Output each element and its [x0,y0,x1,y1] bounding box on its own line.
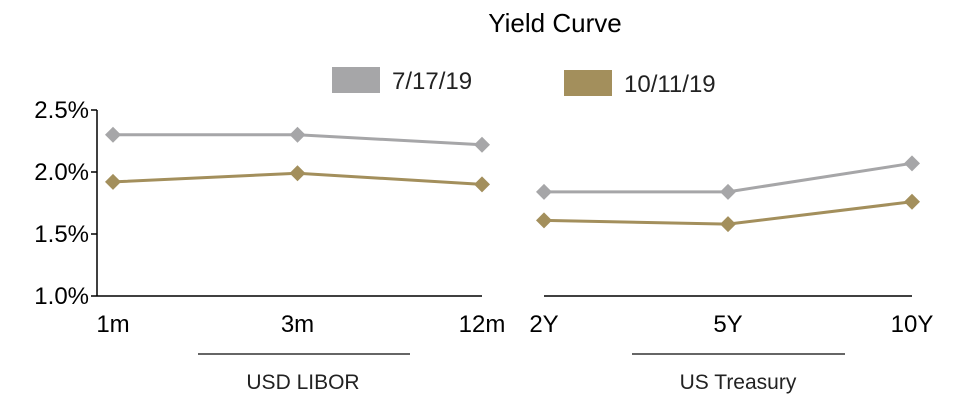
y-tick-label: 2.5% [34,97,89,124]
legend-swatch [332,67,380,93]
data-point-marker [289,165,306,182]
legend-entry: 10/11/19 [564,70,716,98]
y-tick-label: 1.0% [34,283,89,310]
x-tick-label: 2Y [529,311,558,338]
legend-label: 10/11/19 [624,71,716,98]
panels: 1m 3m 12m USD LIBOR 2Y 5Y 10Y US Treasury [96,126,933,394]
data-point-marker [904,193,920,210]
data-point-marker [720,183,736,200]
legend-swatch [564,70,612,96]
x-tick-label: 3m [281,311,314,338]
y-tick-label: 2.0% [34,159,89,186]
panel: 2Y 5Y 10Y US Treasury [529,155,933,394]
y-tick-label: 1.5% [34,221,89,248]
x-tick-label: 1m [96,311,129,338]
legend: 7/17/19 10/11/19 [332,67,716,98]
data-point-marker [105,126,121,143]
y-axis: 1.0% 1.5% 2.0% 2.5% [34,97,98,310]
legend-label: 7/17/19 [392,68,472,95]
data-point-marker [105,173,121,190]
data-point-marker [474,136,490,153]
data-point-marker [904,155,920,172]
x-tick-label: 12m [459,311,506,338]
data-point-marker [474,176,490,193]
chart-title: Yield Curve [488,8,621,38]
legend-entry: 7/17/19 [332,67,472,95]
panel: 1m 3m 12m USD LIBOR [96,126,506,394]
group-label: US Treasury [680,371,797,394]
x-tick-label: 5Y [713,311,742,338]
x-tick-label: 10Y [891,311,934,338]
data-point-marker [536,212,552,229]
group-label: USD LIBOR [246,371,359,394]
data-point-marker [720,216,736,233]
data-point-marker [536,183,552,200]
data-point-marker [289,126,306,143]
